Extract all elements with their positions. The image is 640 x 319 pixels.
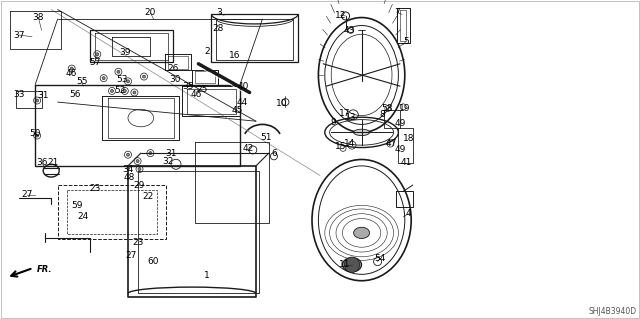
Text: 11: 11 — [339, 260, 350, 269]
Text: 35: 35 — [182, 82, 194, 91]
Text: 32: 32 — [162, 157, 173, 166]
Text: 24: 24 — [77, 212, 89, 221]
Text: 31: 31 — [38, 91, 49, 100]
Text: 14: 14 — [344, 139, 355, 148]
Text: 53: 53 — [116, 75, 127, 84]
Circle shape — [133, 91, 136, 94]
Text: 50: 50 — [29, 130, 41, 138]
Text: 22: 22 — [143, 192, 154, 201]
Text: FR.: FR. — [37, 265, 52, 274]
Circle shape — [124, 89, 126, 93]
Text: 26: 26 — [167, 64, 179, 73]
Text: 23: 23 — [89, 184, 100, 193]
Circle shape — [136, 160, 139, 163]
Text: 21: 21 — [47, 158, 59, 167]
Text: 36: 36 — [36, 158, 47, 167]
Circle shape — [70, 67, 73, 70]
Text: 29: 29 — [134, 181, 145, 189]
Text: 27: 27 — [125, 251, 137, 260]
Text: 46: 46 — [66, 69, 77, 78]
Text: 27: 27 — [21, 190, 33, 199]
Text: 58: 58 — [381, 104, 392, 113]
Text: 2: 2 — [204, 47, 209, 56]
Text: 55: 55 — [76, 77, 88, 86]
Ellipse shape — [353, 129, 370, 136]
Circle shape — [143, 75, 145, 78]
Text: 34: 34 — [122, 165, 134, 174]
Text: 48: 48 — [124, 173, 135, 182]
Text: 47: 47 — [386, 139, 397, 148]
Text: 39: 39 — [119, 48, 131, 57]
Text: 15: 15 — [335, 142, 346, 151]
Text: 10: 10 — [276, 99, 287, 108]
Circle shape — [127, 153, 129, 156]
Text: 49: 49 — [395, 119, 406, 128]
Text: 43: 43 — [343, 26, 355, 35]
Text: SHJ4B3940D: SHJ4B3940D — [589, 307, 637, 315]
Circle shape — [96, 53, 99, 56]
Text: 1: 1 — [204, 271, 209, 280]
Text: 25: 25 — [196, 85, 208, 94]
Text: 44: 44 — [236, 98, 248, 107]
Text: 12: 12 — [335, 11, 346, 20]
Circle shape — [111, 89, 113, 93]
Text: 16: 16 — [228, 51, 240, 60]
Text: 41: 41 — [400, 158, 412, 167]
Text: 7: 7 — [394, 8, 399, 17]
Text: 8: 8 — [380, 110, 385, 119]
Text: 59: 59 — [71, 201, 83, 210]
Text: 42: 42 — [243, 144, 254, 153]
Text: 52: 52 — [115, 86, 126, 95]
Text: 57: 57 — [89, 58, 100, 67]
Text: 4: 4 — [406, 209, 411, 218]
Circle shape — [102, 77, 105, 80]
Text: 13: 13 — [345, 113, 356, 122]
Text: 23: 23 — [132, 238, 143, 247]
Text: 37: 37 — [13, 31, 25, 40]
Circle shape — [149, 152, 152, 155]
Text: 60: 60 — [148, 257, 159, 266]
Text: 17: 17 — [339, 109, 350, 118]
Text: 51: 51 — [260, 133, 272, 142]
Text: 33: 33 — [13, 90, 25, 99]
Text: 9: 9 — [330, 118, 335, 127]
Text: 40: 40 — [237, 82, 249, 91]
Circle shape — [36, 134, 38, 137]
Circle shape — [117, 70, 120, 73]
Circle shape — [36, 99, 38, 102]
Text: 6: 6 — [271, 149, 276, 158]
Ellipse shape — [342, 257, 362, 272]
Circle shape — [344, 257, 360, 272]
Text: 49: 49 — [395, 145, 406, 154]
Text: 5: 5 — [403, 37, 408, 46]
Text: 45: 45 — [231, 106, 243, 115]
Text: 20: 20 — [145, 8, 156, 17]
Text: 28: 28 — [212, 24, 223, 33]
Text: 46: 46 — [190, 90, 202, 99]
Circle shape — [127, 80, 129, 83]
Text: 19: 19 — [399, 104, 410, 113]
Circle shape — [138, 167, 141, 171]
Text: 54: 54 — [374, 254, 386, 263]
Text: 3: 3 — [216, 8, 221, 17]
Text: 30: 30 — [170, 75, 181, 84]
Text: 31: 31 — [166, 149, 177, 158]
Ellipse shape — [353, 227, 370, 239]
Text: 38: 38 — [33, 13, 44, 22]
Text: 56: 56 — [70, 90, 81, 99]
Text: 18: 18 — [403, 134, 414, 143]
